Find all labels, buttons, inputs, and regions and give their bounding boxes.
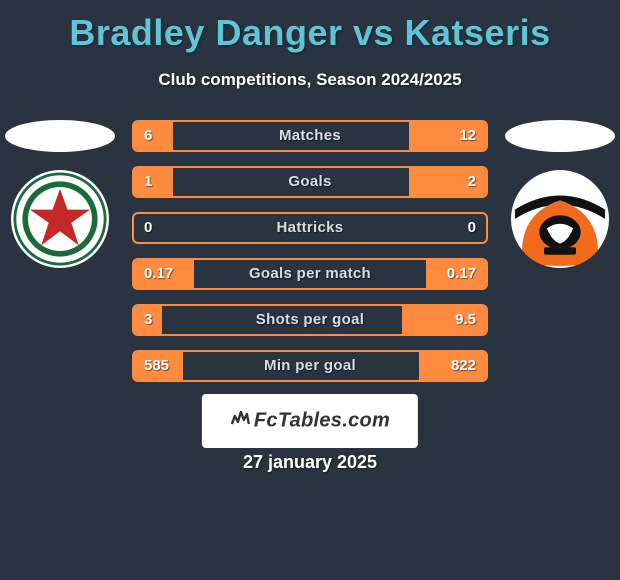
credit-badge: FcTables.com <box>202 394 418 448</box>
credit-text: FcTables.com <box>254 409 390 431</box>
stat-row: 3Shots per goal9.5 <box>132 304 488 336</box>
stat-row: 585Min per goal822 <box>132 350 488 382</box>
right-ellipse <box>505 120 615 152</box>
left-club-logo <box>11 170 109 268</box>
red-star-fc-icon <box>13 172 107 266</box>
stat-value-right: 2 <box>468 168 476 196</box>
stat-row: 0Hattricks0 <box>132 212 488 244</box>
right-club-column <box>500 120 620 268</box>
right-club-logo <box>511 170 609 268</box>
stat-value-right: 0 <box>468 214 476 242</box>
stat-row: 0.17Goals per match0.17 <box>132 258 488 290</box>
stat-row: 1Goals2 <box>132 166 488 198</box>
stat-label: Goals per match <box>134 260 486 288</box>
stat-value-right: 0.17 <box>447 260 476 288</box>
stat-label: Hattricks <box>134 214 486 242</box>
stats-container: 6Matches12 1Goals2 0Hattricks0 0.17Goals pe… <box>132 120 488 396</box>
page-subtitle: Club competitions, Season 2024/2025 <box>0 70 620 90</box>
stat-label: Goals <box>134 168 486 196</box>
stat-value-right: 822 <box>451 352 476 380</box>
stat-value-right: 12 <box>459 122 476 150</box>
stat-label: Matches <box>134 122 486 150</box>
fctables-icon <box>230 408 250 434</box>
stat-value-right: 9.5 <box>455 306 476 334</box>
page-title: Bradley Danger vs Katseris <box>0 0 620 54</box>
fc-lorient-icon <box>513 172 607 266</box>
stat-label: Min per goal <box>134 352 486 380</box>
left-ellipse <box>5 120 115 152</box>
left-club-column <box>0 120 120 268</box>
stat-label: Shots per goal <box>134 306 486 334</box>
stat-row: 6Matches12 <box>132 120 488 152</box>
date-label: 27 january 2025 <box>0 452 620 473</box>
